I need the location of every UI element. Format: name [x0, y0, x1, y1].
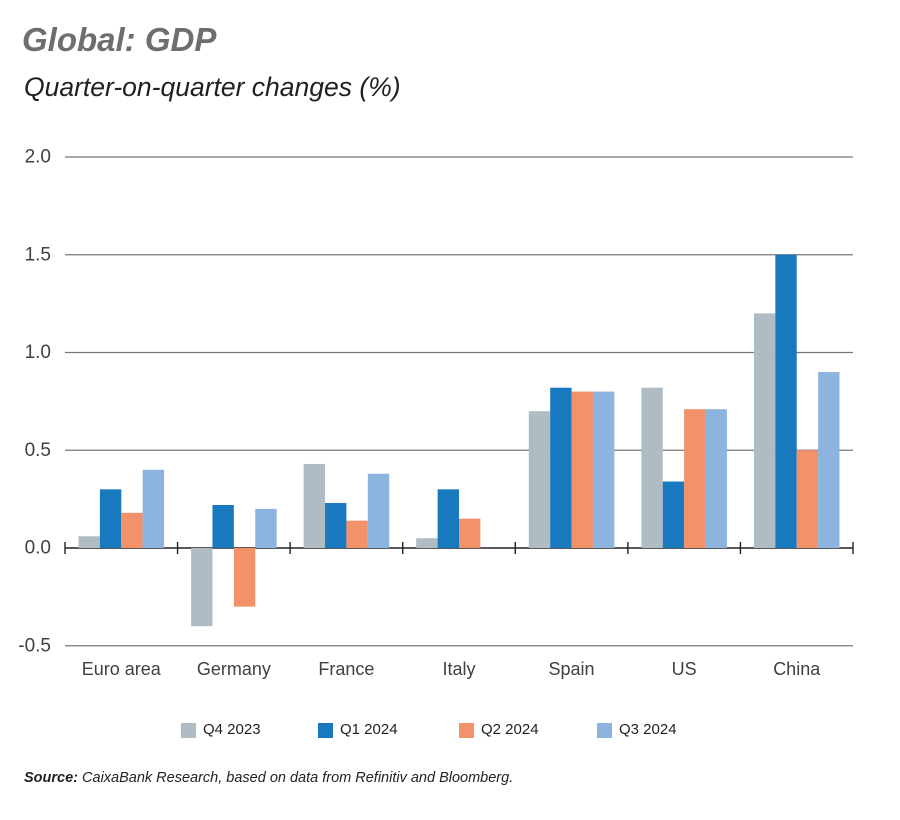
svg-text:China: China	[773, 659, 821, 679]
svg-text:Germany: Germany	[197, 659, 271, 679]
svg-text:1.0: 1.0	[25, 342, 51, 363]
svg-text:2.0: 2.0	[25, 147, 51, 168]
svg-text:0.0: 0.0	[25, 538, 51, 559]
svg-text:US: US	[672, 659, 697, 679]
svg-text:France: France	[318, 659, 374, 679]
svg-text:-0.5: -0.5	[18, 635, 51, 656]
svg-text:Euro area: Euro area	[82, 659, 162, 679]
svg-text:Italy: Italy	[442, 659, 475, 679]
svg-text:1.5: 1.5	[25, 244, 51, 265]
svg-text:Spain: Spain	[549, 659, 595, 679]
svg-text:0.5: 0.5	[25, 440, 51, 461]
